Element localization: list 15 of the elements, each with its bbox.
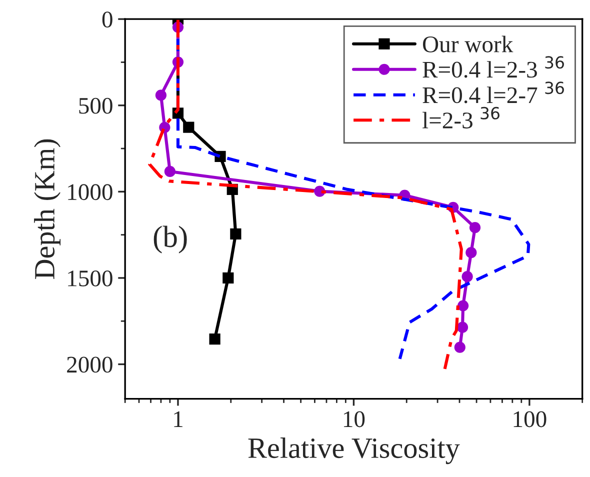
legend-label: R=0.4 l=2-7 $^{36}$ [422, 82, 564, 104]
y-tick-label: 500 [79, 98, 112, 114]
x-tick-label: 1 [174, 411, 182, 427]
x-tick-label: 100 [514, 411, 546, 428]
y-tick-label: 1000 [68, 184, 112, 200]
y-tick-label: 2000 [67, 356, 112, 373]
annotation: (b) [154, 226, 187, 254]
y-tick-label: 0 [102, 12, 112, 28]
x-tick-label: 10 [344, 411, 365, 428]
legend-label: R=0.4 l=2-3 $^{36}$ [422, 56, 564, 78]
y-tick-label: 1500 [68, 270, 112, 286]
legend-label: l=2-3 $^{36}$ [422, 106, 500, 128]
x-axis-title: Relative Viscosity [248, 438, 460, 464]
legend-label: Our work [422, 36, 514, 52]
y-axis-title: Depth (Km) [34, 139, 60, 279]
